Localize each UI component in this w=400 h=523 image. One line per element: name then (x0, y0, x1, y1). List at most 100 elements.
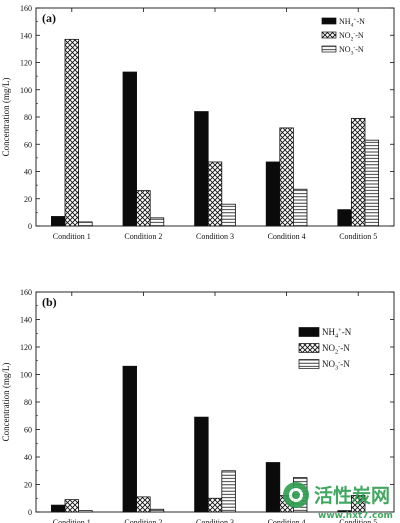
legend-label-part: 2 (335, 349, 338, 356)
legend-label-part: -N (355, 31, 364, 40)
bar-horizontal-2 (149, 508, 165, 513)
watermark-url: www.hxt7.com (318, 511, 393, 521)
legend-swatch (321, 17, 337, 25)
panel-label: (a) (42, 11, 56, 25)
bar-solid-2 (122, 365, 137, 513)
x-category-label: Condition 4 (268, 232, 306, 241)
bar-solid-3 (194, 416, 209, 513)
legend-label-part: -N (355, 45, 364, 54)
chart-panel-b: 0 20 40 60 80 100 120 140 160 Concentration (mg/L… (1, 288, 395, 523)
bar-crosshatch-4 (279, 127, 294, 227)
legend-label-part: NH (322, 327, 335, 337)
legend-label-part: - (338, 359, 340, 366)
y-tick-label: 40 (24, 453, 32, 462)
y-tick-label: 160 (20, 288, 32, 297)
x-category-label: Condition 3 (196, 232, 234, 241)
bar-solid-4 (265, 462, 281, 513)
legend-swatch (321, 45, 337, 53)
bar-solid-1 (50, 504, 66, 513)
legend-label: NO2--N (339, 31, 364, 42)
y-tick-label: 120 (20, 343, 32, 352)
plot-frame (35, 291, 395, 513)
y-tick-label: 0 (28, 508, 32, 517)
y-tick-label: 20 (24, 195, 32, 204)
legend-label-part: - (353, 45, 355, 51)
bar-horizontal-3 (221, 470, 236, 513)
legend-label: NO3--N (322, 359, 350, 372)
legend-label-part: 4 (335, 333, 339, 340)
bar-horizontal-4 (293, 188, 308, 227)
legend-label-part: + (353, 17, 356, 23)
y-tick-label: 140 (20, 31, 32, 40)
y-tick-label: 20 (24, 481, 32, 490)
y-tick-label: 80 (24, 398, 32, 407)
bar-crosshatch-1 (64, 499, 80, 513)
legend-label-part: -N (342, 327, 352, 337)
legend-swatch (298, 327, 320, 337)
bar-crosshatch-5 (350, 117, 366, 227)
x-category-label: Condition 5 (339, 518, 377, 523)
x-category-label: Condition 5 (339, 232, 377, 241)
legend-label-part: NO (322, 343, 335, 353)
x-category-label: Condition 1 (53, 232, 91, 241)
legend-label-part: NO (339, 45, 351, 54)
x-category-label: Condition 1 (53, 518, 91, 523)
legend-label-part: -N (340, 359, 350, 369)
legend-label-part: - (353, 31, 355, 37)
panel-label: (b) (42, 295, 57, 309)
legend-label-part: NO (322, 359, 335, 369)
legend-label-part: 2 (351, 36, 354, 42)
y-tick-label: 40 (24, 168, 32, 177)
bar-solid-4 (265, 161, 281, 227)
legend-label: NH4+-N (339, 17, 365, 28)
bar-crosshatch-2 (136, 496, 151, 513)
bar-horizontal-1 (78, 221, 93, 227)
y-tick-label: 160 (20, 4, 32, 13)
x-category-label: Condition 2 (124, 518, 162, 523)
legend-label-part: 4 (351, 22, 354, 28)
legend-label-part: NH (339, 17, 351, 26)
bar-horizontal-3 (221, 203, 236, 227)
y-axis-title: Concentration (mg/L) (1, 78, 11, 157)
bar-solid-3 (194, 111, 209, 227)
y-tick-label: 60 (24, 426, 32, 435)
legend-label-part: -N (340, 343, 350, 353)
x-category-label: Condition 2 (124, 232, 162, 241)
watermark: 活性炭网 www.hxt7.com (283, 482, 393, 521)
legend-label-part: 3 (351, 50, 354, 56)
legend-label-part: 3 (335, 365, 338, 372)
y-tick-label: 140 (20, 316, 32, 325)
y-tick-label: 60 (24, 140, 32, 149)
bar-solid-2 (122, 71, 137, 227)
bar-crosshatch-5 (350, 495, 366, 513)
y-axis-title: Concentration (mg/L) (1, 363, 11, 442)
y-tick-label: 120 (20, 59, 32, 68)
bar-horizontal-5 (364, 139, 380, 227)
legend-label: NO3--N (339, 45, 364, 56)
legend-label: NO2--N (322, 343, 350, 356)
x-category-label: Condition 3 (196, 518, 234, 523)
x-category-label: Condition 4 (268, 518, 306, 523)
chart-panel-a: 0 20 40 60 80 100 120 140 160 Concentration (mg/L… (1, 4, 395, 241)
legend-label-part: NO (339, 31, 351, 40)
bar-horizontal-1 (78, 510, 93, 513)
y-tick-label: 100 (20, 86, 32, 95)
legend-label-part: - (338, 343, 340, 350)
legend-swatch (298, 343, 320, 353)
y-tick-label: 0 (28, 222, 32, 231)
y-tick-label: 80 (24, 113, 32, 122)
bar-crosshatch-3 (207, 161, 223, 227)
bar-solid-1 (50, 216, 66, 227)
bar-crosshatch-2 (136, 190, 151, 227)
bar-crosshatch-1 (64, 38, 80, 227)
legend-label-part: + (338, 327, 342, 334)
watermark-text: 活性炭网 (314, 484, 390, 507)
y-tick-label: 100 (20, 371, 32, 380)
bar-horizontal-2 (149, 217, 165, 227)
legend-swatch (298, 359, 320, 369)
legend-swatch (321, 31, 337, 39)
bar-solid-5 (337, 209, 352, 227)
